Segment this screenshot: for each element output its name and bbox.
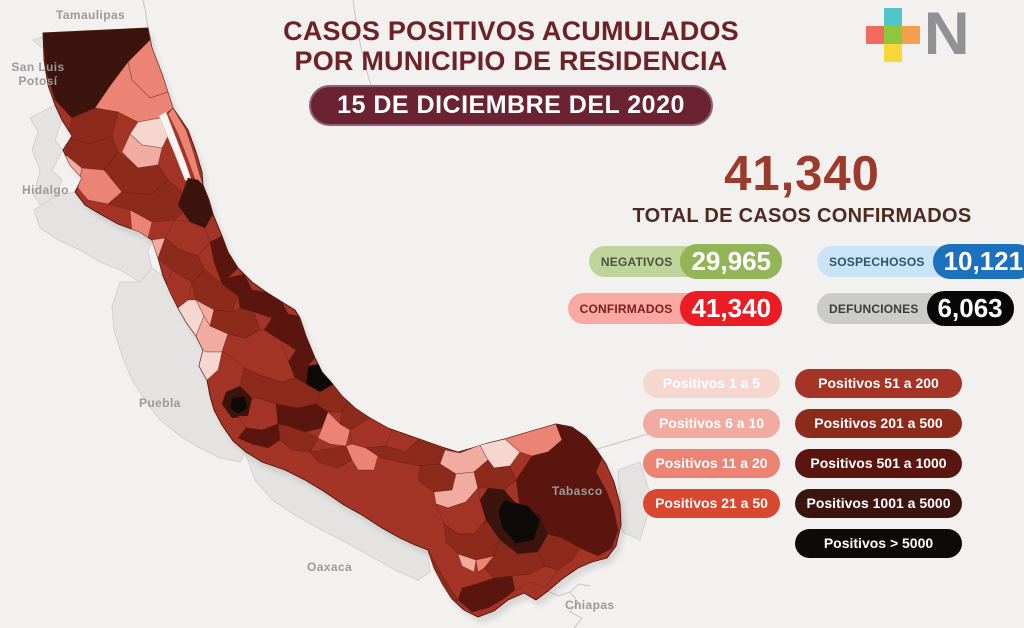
badge-column-left: NEGATIVOS 29,965 CONFIRMADOS 41,340 <box>567 244 782 326</box>
plus-square-center <box>884 26 902 44</box>
stat-badge-negativos-label: NEGATIVOS <box>600 254 673 269</box>
stat-badge-defunciones-value: 6,063 <box>926 291 1014 326</box>
page-title-line1: CASOS POSITIVOS ACUMULADOS <box>283 16 739 46</box>
date-banner: 15 DE DICIEMBRE DEL 2020 <box>309 85 713 127</box>
stat-badge-defunciones-label: DEFUNCIONES <box>829 301 919 316</box>
legend-item-6-10: Positivos 6 a 10 <box>643 409 780 438</box>
legend-item-1001-5000: Positivos 1001 a 5000 <box>795 489 962 518</box>
legend-item-51-200: Positivos 51 a 200 <box>795 369 962 398</box>
state-label-oaxaca: Oaxaca <box>307 560 353 574</box>
legend-column-left: Positivos 1 a 5 Positivos 6 a 10 Positiv… <box>643 369 780 529</box>
page-title-line2: POR MUNICIPIO DE RESIDENCIA <box>294 46 728 77</box>
stat-badge-sospechosos: SOSPECHOSOS 10,121 <box>817 244 1024 279</box>
stat-badge-confirmados-value: 41,340 <box>680 291 782 326</box>
plus-square-top <box>884 8 902 26</box>
stat-badge-negativos: NEGATIVOS 29,965 <box>588 244 782 279</box>
stat-badge-confirmados: CONFIRMADOS 41,340 <box>567 291 782 326</box>
state-label-hidalgo: Hidalgo <box>22 183 69 197</box>
legend-item-1-5: Positivos 1 a 5 <box>643 369 780 398</box>
legend-item-501-1000: Positivos 501 a 1000 <box>795 449 962 478</box>
stat-badge-negativos-value: 29,965 <box>680 244 782 279</box>
state-label-puebla: Puebla <box>139 396 181 410</box>
legend-item-21-50: Positivos 21 a 50 <box>643 489 780 518</box>
canal-n-logo: N <box>866 0 970 67</box>
legend-item-11-20: Positivos 11 a 20 <box>643 449 780 478</box>
legend-column-right: Positivos 51 a 200 Positivos 201 a 500 P… <box>795 369 962 569</box>
total-confirmed-label: TOTAL DE CASOS CONFIRMADOS <box>632 205 972 227</box>
plus-icon <box>866 8 920 62</box>
logo-letter-n: N <box>923 0 970 67</box>
plus-square-bottom <box>884 44 902 62</box>
legend-item-201-500: Positivos 201 a 500 <box>795 409 962 438</box>
stat-badge-defunciones: DEFUNCIONES 6,063 <box>817 291 1014 326</box>
state-label-tabasco: Tabasco <box>552 484 603 498</box>
stat-badge-sospechosos-label: SOSPECHOSOS <box>829 254 925 269</box>
stat-badge-confirmados-label: CONFIRMADOS <box>579 301 673 316</box>
plus-square-left <box>866 26 884 44</box>
badge-column-right: SOSPECHOSOS 10,121 DEFUNCIONES 6,063 <box>817 244 1024 326</box>
state-label-chiapas: Chiapas <box>565 598 615 612</box>
plus-square-right <box>902 26 920 44</box>
total-block: 41,340 TOTAL DE CASOS CONFIRMADOS <box>620 146 984 228</box>
state-label-tamaulipas: Tamaulipas <box>56 8 126 22</box>
stat-badge-sospechosos-value: 10,121 <box>932 244 1024 279</box>
municipality-regions <box>43 28 619 613</box>
state-label-san-luis-potosi: San Luis Potosí <box>11 60 65 88</box>
legend-item-over-5000: Positivos > 5000 <box>795 529 962 558</box>
total-confirmed-number: 41,340 <box>724 147 880 201</box>
header: CASOS POSITIVOS ACUMULADOS POR MUNICIPIO… <box>250 16 772 127</box>
